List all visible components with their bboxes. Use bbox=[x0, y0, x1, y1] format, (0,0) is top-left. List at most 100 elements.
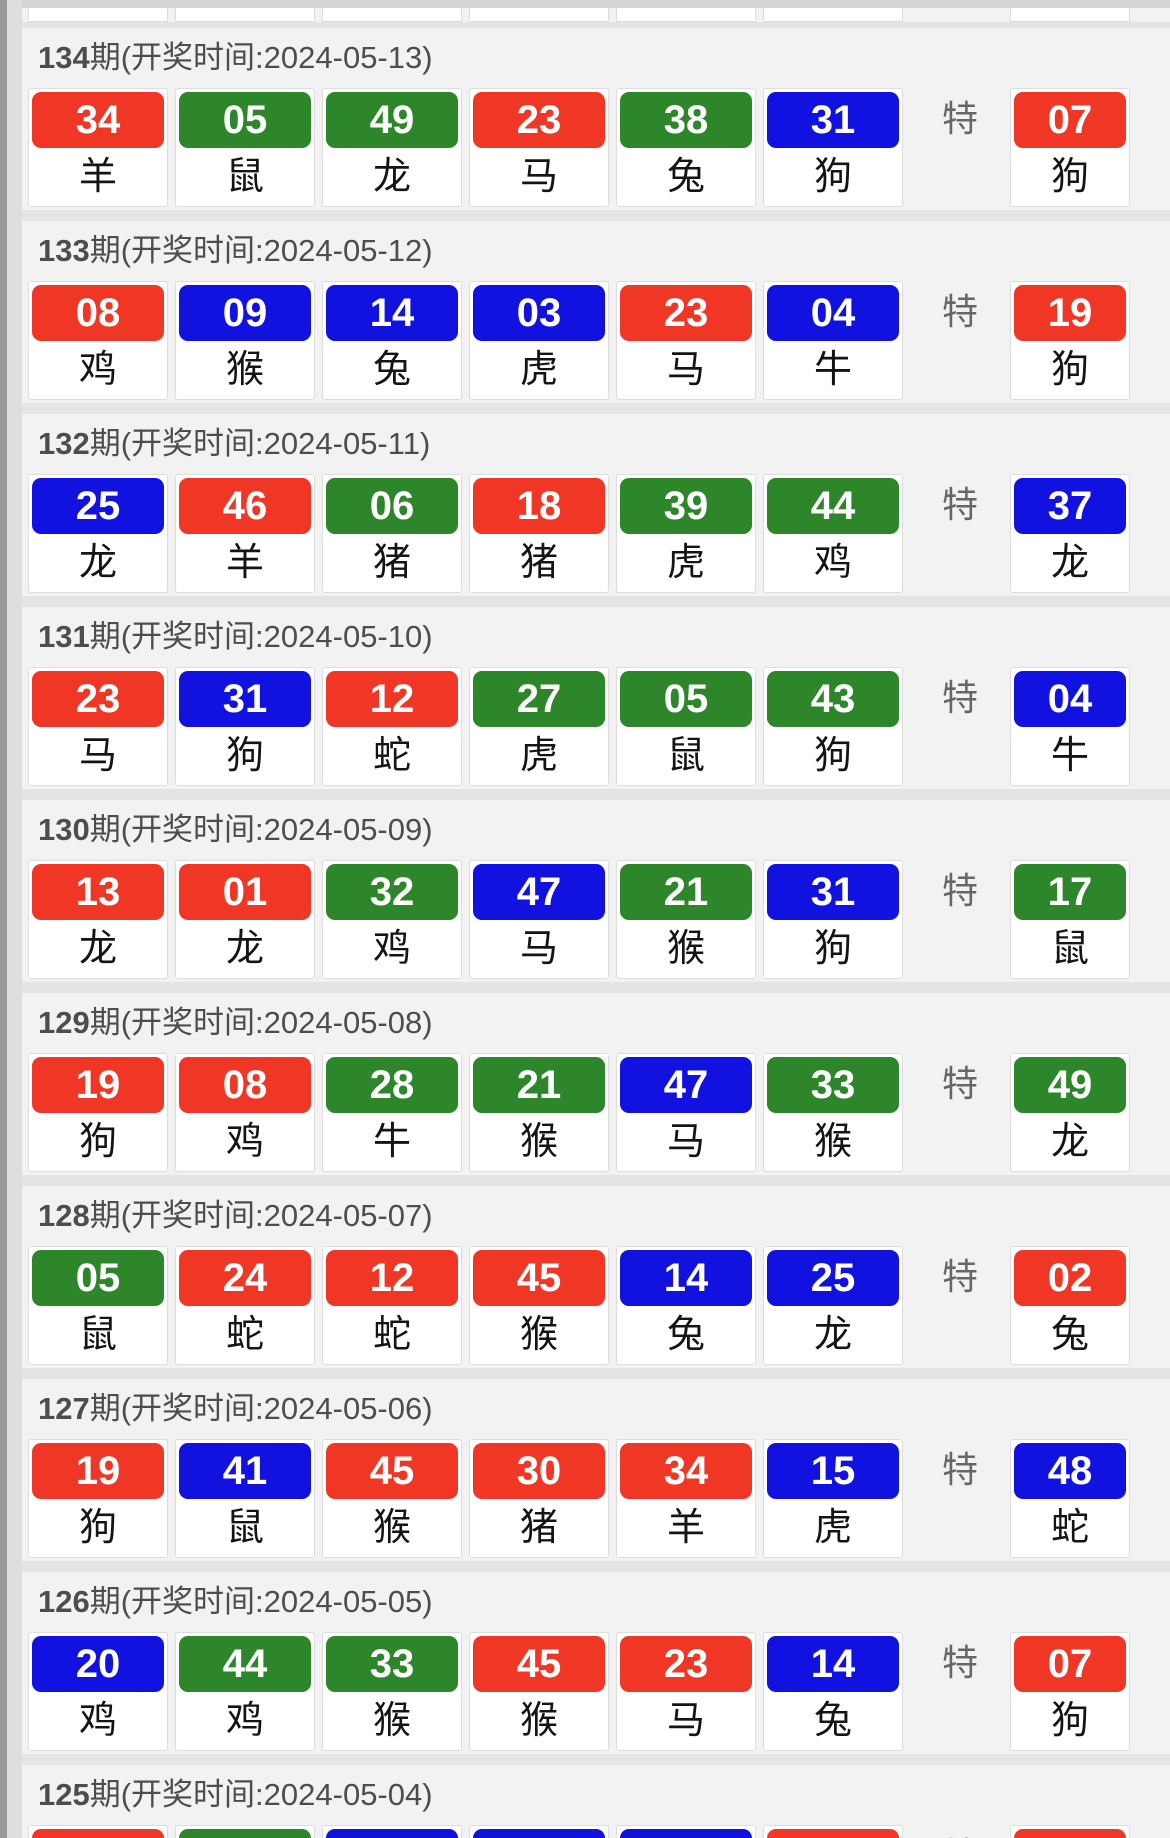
number-cell: 19 狗 bbox=[28, 1439, 168, 1558]
special-number-cell: 37 龙 bbox=[1010, 474, 1130, 593]
special-number-cell: 17 鼠 bbox=[1010, 860, 1130, 979]
special-number-ball bbox=[1014, 1829, 1126, 1838]
number-cell: 12 蛇 bbox=[322, 1246, 462, 1365]
draw-section-131: 131期(开奖时间:2024-05-10) 23 马 31 狗 12 蛇 27 虎 05 鼠 43 狗特… bbox=[22, 607, 1170, 789]
special-number-cell: 07 狗 bbox=[1010, 1632, 1130, 1751]
ball-row: 23 马 31 狗 12 蛇 27 虎 05 鼠 43 狗 特 04 牛 bbox=[22, 667, 1170, 786]
number-cell: 49 龙 bbox=[322, 88, 462, 207]
zodiac-label: 龙 bbox=[1050, 1121, 1089, 1163]
draw-header: 127期(开奖时间:2024-05-06) bbox=[22, 1379, 1170, 1439]
number-ball: 14 bbox=[326, 285, 458, 341]
number-ball: 06 bbox=[326, 478, 458, 534]
number-cell bbox=[469, 1825, 609, 1838]
special-label: 特 bbox=[941, 1449, 978, 1490]
number-cell bbox=[763, 1825, 903, 1838]
number-cell: 21 猴 bbox=[469, 1053, 609, 1172]
number-cell: 45 猴 bbox=[322, 1439, 462, 1558]
special-spacer: 特 bbox=[910, 1825, 1010, 1838]
number-ball: 34 bbox=[620, 1443, 752, 1499]
number-ball: 41 bbox=[179, 1443, 311, 1499]
special-number-ball: 07 bbox=[1014, 92, 1126, 148]
number-cell: 08 鸡 bbox=[175, 1053, 315, 1172]
number-cell: 33 猴 bbox=[322, 1632, 462, 1751]
number-ball: 45 bbox=[473, 1250, 605, 1306]
previous-row-cutoff bbox=[22, 8, 1170, 22]
number-ball: 43 bbox=[767, 671, 899, 727]
special-spacer: 特 bbox=[910, 860, 1010, 922]
zodiac-label: 蛇 bbox=[225, 1314, 264, 1356]
number-ball: 21 bbox=[473, 1057, 605, 1113]
number-cell: 39 虎 bbox=[616, 474, 756, 593]
zodiac-label: 鼠 bbox=[1050, 928, 1089, 970]
special-spacer: 特 bbox=[910, 1246, 1010, 1308]
number-cell: 46 羊 bbox=[175, 474, 315, 593]
period-number: 130 bbox=[38, 812, 90, 847]
period-number: 129 bbox=[38, 1005, 90, 1040]
number-ball: 33 bbox=[767, 1057, 899, 1113]
number-ball: 31 bbox=[179, 671, 311, 727]
draw-header: 129期(开奖时间:2024-05-08) bbox=[22, 993, 1170, 1053]
number-ball: 27 bbox=[473, 671, 605, 727]
number-ball: 47 bbox=[620, 1057, 752, 1113]
zodiac-label: 龙 bbox=[1050, 542, 1089, 584]
number-cell: 23 马 bbox=[616, 281, 756, 400]
number-cell: 34 羊 bbox=[616, 1439, 756, 1558]
draw-section-134: 134期(开奖时间:2024-05-13) 34 羊 05 鼠 49 龙 23 马 38 兔 31 狗特… bbox=[22, 28, 1170, 210]
zodiac-label: 狗 bbox=[78, 1507, 117, 1549]
zodiac-label: 龙 bbox=[78, 542, 117, 584]
number-cell: 25 龙 bbox=[28, 474, 168, 593]
number-cell: 14 兔 bbox=[322, 281, 462, 400]
zodiac-label: 蛇 bbox=[372, 1314, 411, 1356]
ball-row: 19 狗 08 鸡 28 牛 21 猴 47 马 33 猴 特 49 龙 bbox=[22, 1053, 1170, 1172]
zodiac-label: 狗 bbox=[1050, 1700, 1089, 1742]
draw-time-label: 期(开奖时间:2024-05-05) bbox=[89, 1584, 433, 1619]
special-label: 特 bbox=[941, 98, 978, 139]
cutoff-cell bbox=[28, 8, 168, 22]
draw-header: 126期(开奖时间:2024-05-05) bbox=[22, 1572, 1170, 1632]
number-ball bbox=[326, 1829, 458, 1838]
draw-header: 134期(开奖时间:2024-05-13) bbox=[22, 28, 1170, 88]
draw-header: 131期(开奖时间:2024-05-10) bbox=[22, 607, 1170, 667]
zodiac-label: 马 bbox=[666, 1700, 705, 1742]
number-cell: 44 鸡 bbox=[175, 1632, 315, 1751]
number-cell: 23 马 bbox=[616, 1632, 756, 1751]
number-ball: 30 bbox=[473, 1443, 605, 1499]
number-ball: 12 bbox=[326, 1250, 458, 1306]
number-ball: 19 bbox=[32, 1057, 164, 1113]
special-label: 特 bbox=[941, 677, 978, 718]
number-ball bbox=[767, 1829, 899, 1838]
number-cell: 03 虎 bbox=[469, 281, 609, 400]
cutoff-special-cell bbox=[1010, 8, 1130, 22]
number-cell: 14 兔 bbox=[616, 1246, 756, 1365]
draw-header: 130期(开奖时间:2024-05-09) bbox=[22, 800, 1170, 860]
number-ball: 49 bbox=[326, 92, 458, 148]
number-cell: 20 鸡 bbox=[28, 1632, 168, 1751]
number-ball: 34 bbox=[32, 92, 164, 148]
special-spacer: 特 bbox=[910, 667, 1010, 729]
number-cell: 43 狗 bbox=[763, 667, 903, 786]
zodiac-label: 猪 bbox=[372, 542, 411, 584]
special-number-ball: 04 bbox=[1014, 671, 1126, 727]
number-cell: 09 猴 bbox=[175, 281, 315, 400]
special-spacer: 特 bbox=[910, 88, 1010, 150]
ball-row: 25 龙 46 羊 06 猪 18 猪 39 虎 44 鸡 特 37 龙 bbox=[22, 474, 1170, 593]
zodiac-label: 鸡 bbox=[78, 349, 117, 391]
cutoff-cell bbox=[763, 8, 903, 22]
number-ball: 44 bbox=[179, 1636, 311, 1692]
zodiac-label: 虎 bbox=[666, 542, 705, 584]
zodiac-label: 羊 bbox=[666, 1507, 705, 1549]
zodiac-label: 猴 bbox=[519, 1700, 558, 1742]
number-cell bbox=[175, 1825, 315, 1838]
number-ball: 47 bbox=[473, 864, 605, 920]
zodiac-label: 猴 bbox=[813, 1121, 852, 1163]
number-cell bbox=[616, 1825, 756, 1838]
number-cell: 15 虎 bbox=[763, 1439, 903, 1558]
ball-row: 特 bbox=[22, 1825, 1170, 1838]
zodiac-label: 马 bbox=[78, 735, 117, 777]
draw-list: 134期(开奖时间:2024-05-13) 34 羊 05 鼠 49 龙 23 马 38 兔 31 狗特… bbox=[22, 28, 1170, 1838]
number-cell: 38 兔 bbox=[616, 88, 756, 207]
draw-time-label: 期(开奖时间:2024-05-10) bbox=[89, 619, 433, 654]
special-spacer: 特 bbox=[910, 1439, 1010, 1501]
number-cell: 04 牛 bbox=[763, 281, 903, 400]
number-cell: 31 狗 bbox=[175, 667, 315, 786]
